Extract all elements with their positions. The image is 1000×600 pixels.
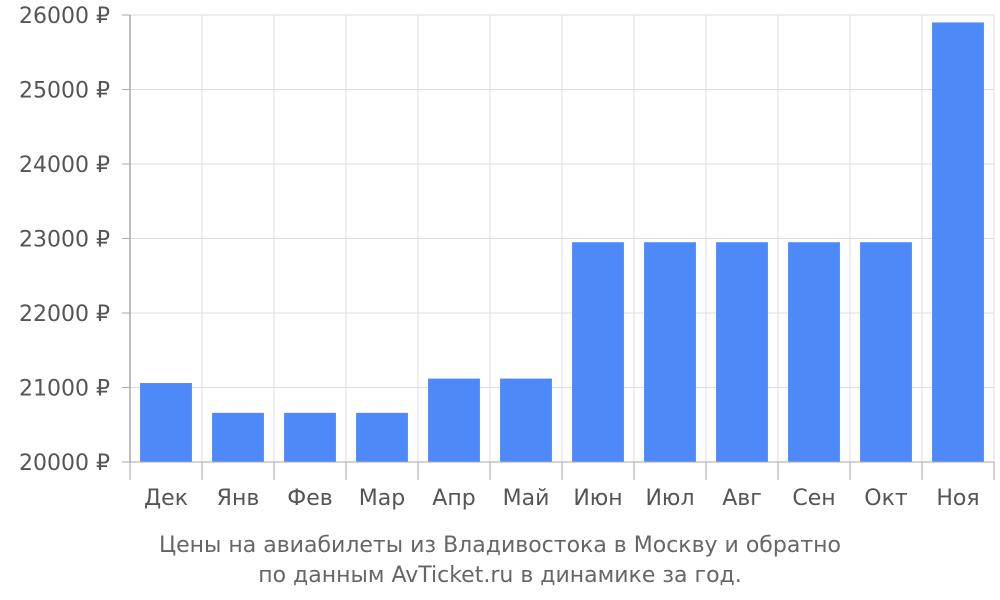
bar xyxy=(716,242,768,462)
y-tick-label: 21000 ₽ xyxy=(19,377,110,402)
x-tick-label: Июл xyxy=(645,486,694,511)
chart-caption-line-2: по данным AvTicket.ru в динамике за год. xyxy=(258,563,742,588)
bar xyxy=(932,22,984,462)
bars xyxy=(140,22,984,462)
bar xyxy=(644,242,696,462)
x-tick-label: Июн xyxy=(573,486,622,511)
y-tick-label: 25000 ₽ xyxy=(19,79,110,104)
x-tick-label: Фев xyxy=(287,486,332,511)
y-tick-label: 24000 ₽ xyxy=(19,153,110,178)
x-tick-label: Сен xyxy=(792,486,835,511)
x-tick-label: Окт xyxy=(864,486,908,511)
y-tick-label: 26000 ₽ xyxy=(19,4,110,29)
x-tick-label: Май xyxy=(503,486,550,511)
bar xyxy=(788,242,840,462)
bar xyxy=(500,378,552,462)
bar xyxy=(284,412,336,462)
bar xyxy=(572,242,624,462)
bar xyxy=(356,412,408,462)
y-tick-label: 20000 ₽ xyxy=(19,451,110,476)
x-tick-label: Мар xyxy=(359,486,405,511)
x-tick-label: Янв xyxy=(217,486,260,511)
axes xyxy=(122,14,995,480)
price-bar-chart: 20000 ₽ 21000 ₽ 22000 ₽ 23000 ₽ 24000 ₽ 25000… xyxy=(19,4,995,511)
bar xyxy=(212,412,264,462)
x-tick-label: Авг xyxy=(722,486,762,511)
bar xyxy=(428,378,480,462)
bar xyxy=(140,383,192,462)
y-tick-label: 22000 ₽ xyxy=(19,302,110,327)
y-tick-label: 23000 ₽ xyxy=(19,228,110,253)
x-tick-label: Дек xyxy=(144,486,188,511)
grid-lines xyxy=(129,14,995,463)
bar xyxy=(860,242,912,462)
tick-labels: 20000 ₽ 21000 ₽ 22000 ₽ 23000 ₽ 24000 ₽ 25000… xyxy=(19,4,980,511)
chart-caption-line-1: Цены на авиабилеты из Владивостока в Мос… xyxy=(159,533,841,558)
x-tick-label: Апр xyxy=(432,486,475,511)
x-tick-label: Ноя xyxy=(936,486,979,511)
